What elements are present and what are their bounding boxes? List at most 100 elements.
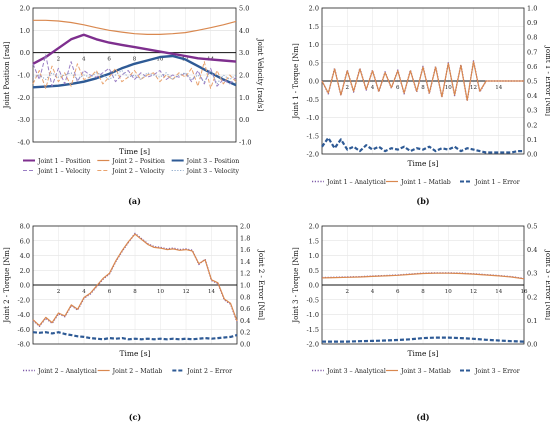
y2-tick-label: 3.0 <box>239 49 249 57</box>
x-tick-label: 8 <box>133 289 137 295</box>
legend-entry: Joint 1 – Matlab <box>400 179 451 186</box>
legend-entry: Joint 2 – Analytical <box>37 368 97 375</box>
y-tick-label: -2.0 <box>17 94 30 102</box>
x-tick-label: 10 <box>445 85 452 91</box>
x-tick-label: 2 <box>346 85 350 91</box>
series-line-2 <box>321 272 525 280</box>
series-line-3 <box>321 136 524 154</box>
y2-axis-label: Joint 1 - Error [Nm] <box>544 45 550 116</box>
x-tick-label: 2 <box>57 289 61 295</box>
legend-entry: Joint 2 – Error <box>186 368 232 375</box>
y-tick-label: 1.0 <box>309 252 319 260</box>
y2-tick-label: 0.4 <box>527 246 537 254</box>
y2-tick-label: 0.8 <box>240 293 250 301</box>
y2-tick-label: 0.6 <box>527 63 537 71</box>
y2-tick-label: 0.0 <box>527 341 537 349</box>
y-tick-label: -8.0 <box>17 341 30 349</box>
y-tick-label: -2.0 <box>17 296 30 304</box>
legend-entry: Joint 1 – Velocity <box>37 168 91 175</box>
y2-tick-label: 0.2 <box>527 293 537 301</box>
y-tick-label: -1.5 <box>306 132 319 140</box>
y2-tick-label: 0.7 <box>527 48 537 56</box>
y2-tick-label: 1.6 <box>240 246 250 254</box>
legend-entry: Joint 2 – Position <box>111 158 165 165</box>
x-tick-label: 4 <box>371 289 375 295</box>
x-tick-label: 6 <box>107 57 111 63</box>
x-axis-label: Time [s] <box>119 349 150 358</box>
y-axis-label: Joint 1 - Torque [Nm] <box>292 43 300 120</box>
x-tick-label: 4 <box>82 289 86 295</box>
y2-tick-label: 0.8 <box>527 34 537 42</box>
legend: Joint 1 – Position Joint 2 – Position Join… <box>23 158 239 175</box>
y-tick-label: -4.0 <box>17 139 30 147</box>
y2-tick-label: 0.4 <box>527 92 537 100</box>
x-axis-label: Time [s] <box>119 147 150 156</box>
x-tick-label: 10 <box>157 289 164 295</box>
y2-tick-label: 1.2 <box>240 270 250 278</box>
y-tick-label: -6.0 <box>17 326 30 334</box>
chart-panel-b: -2.0 -1.5 -1.0 -0.5 0.0 0.5 1.0 1.5 2.0 0.0 0.1 0.2… <box>292 5 550 207</box>
y2-tick-label: 1.0 <box>240 282 250 290</box>
series-line-6 <box>32 70 237 85</box>
y2-axis-label: Joint Velocity [rad/s] <box>256 38 264 112</box>
x-tick-label: 4 <box>371 85 375 91</box>
legend-entry: Joint 1 – Analytical <box>326 179 386 186</box>
y-tick-label: 2.0 <box>309 5 319 13</box>
x-tick-label: 8 <box>421 289 425 295</box>
y-tick-label: 4.0 <box>20 252 30 260</box>
y2-tick-label: 0.1 <box>527 317 537 325</box>
y2-tick-label: 0.2 <box>240 329 250 337</box>
x-tick-label: 8 <box>421 85 425 91</box>
y2-tick-label: 2.0 <box>240 223 250 231</box>
legend: Joint 3 – Analytical Joint 3 – Matlab Join… <box>312 368 520 375</box>
y2-tick-label: 0.3 <box>527 107 537 115</box>
y-tick-label: -1.0 <box>306 114 319 122</box>
y2-tick-label: 1.0 <box>239 94 249 102</box>
y-tick-label: 6.0 <box>20 237 30 245</box>
legend: Joint 1 – Analytical Joint 1 – Matlab Join… <box>312 179 520 186</box>
y2-tick-label: -1.0 <box>239 139 252 147</box>
series-line-2 <box>33 19 237 36</box>
y2-tick-label: 0.0 <box>240 341 250 349</box>
x-tick-label: 4 <box>82 57 86 63</box>
y2-tick-label: 1.0 <box>527 5 537 13</box>
panel-caption: (b) <box>416 196 429 206</box>
x-tick-label: 14 <box>208 289 215 295</box>
chart-panel-a: -4.0 -3.0 -2.0 -1.0 0.0 1.0 2.0 -1.0 0.0 1.0 2.0 3.… <box>3 5 264 207</box>
y2-tick-label: 0.5 <box>527 78 537 86</box>
y-tick-label: -2.0 <box>306 341 319 349</box>
y-tick-label: 0.5 <box>309 59 319 67</box>
legend-entry: Joint 3 – Matlab <box>400 368 451 375</box>
x-tick-label: 2 <box>57 57 61 63</box>
y-tick-label: 8.0 <box>20 223 30 231</box>
series-line-3 <box>32 331 238 341</box>
y2-tick-label: 0.2 <box>527 121 537 129</box>
y2-tick-label: 2.0 <box>239 72 249 80</box>
y-tick-label: 0.0 <box>20 282 30 290</box>
y2-tick-label: 0.5 <box>527 223 537 231</box>
y2-tick-label: 0.3 <box>527 270 537 278</box>
y2-tick-label: 1.8 <box>240 234 250 242</box>
y2-tick-label: 0.0 <box>239 116 249 124</box>
panel-caption: (c) <box>129 412 142 422</box>
series-line-5 <box>32 61 237 89</box>
y-tick-label: -1.0 <box>306 311 319 319</box>
x-axis-label: Time [s] <box>407 349 438 358</box>
x-tick-label: 12 <box>183 289 190 295</box>
chart-panel-c: -8.0 -6.0 -4.0 -2.0 0.0 2.0 4.0 6.0 8.0 0.0 0.2 0.4… <box>3 223 265 423</box>
y-tick-label: 0.0 <box>309 282 319 290</box>
y2-tick-label: 1.4 <box>240 258 250 266</box>
x-tick-label: 10 <box>156 57 163 63</box>
y-tick-label: -0.5 <box>306 96 319 104</box>
y2-tick-label: 0.6 <box>240 305 250 313</box>
y-axis-label: Joint Position [rad] <box>3 41 11 109</box>
x-tick-label: 6 <box>396 85 400 91</box>
series-line-2 <box>32 233 238 327</box>
x-tick-label: 10 <box>445 289 452 295</box>
chart-panel-d: -2.0 -1.5 -1.0 -0.5 0.0 0.5 1.0 1.5 2.0 0.0 0.1 0.2… <box>292 223 550 423</box>
panel-caption: (d) <box>416 412 429 422</box>
legend-entry: Joint 3 – Velocity <box>186 168 240 175</box>
legend-entry: Joint 2 – Velocity <box>111 168 165 175</box>
y-tick-label: 1.5 <box>309 237 319 245</box>
y2-axis-label: Joint 3 - Error [Nm] <box>544 249 550 320</box>
